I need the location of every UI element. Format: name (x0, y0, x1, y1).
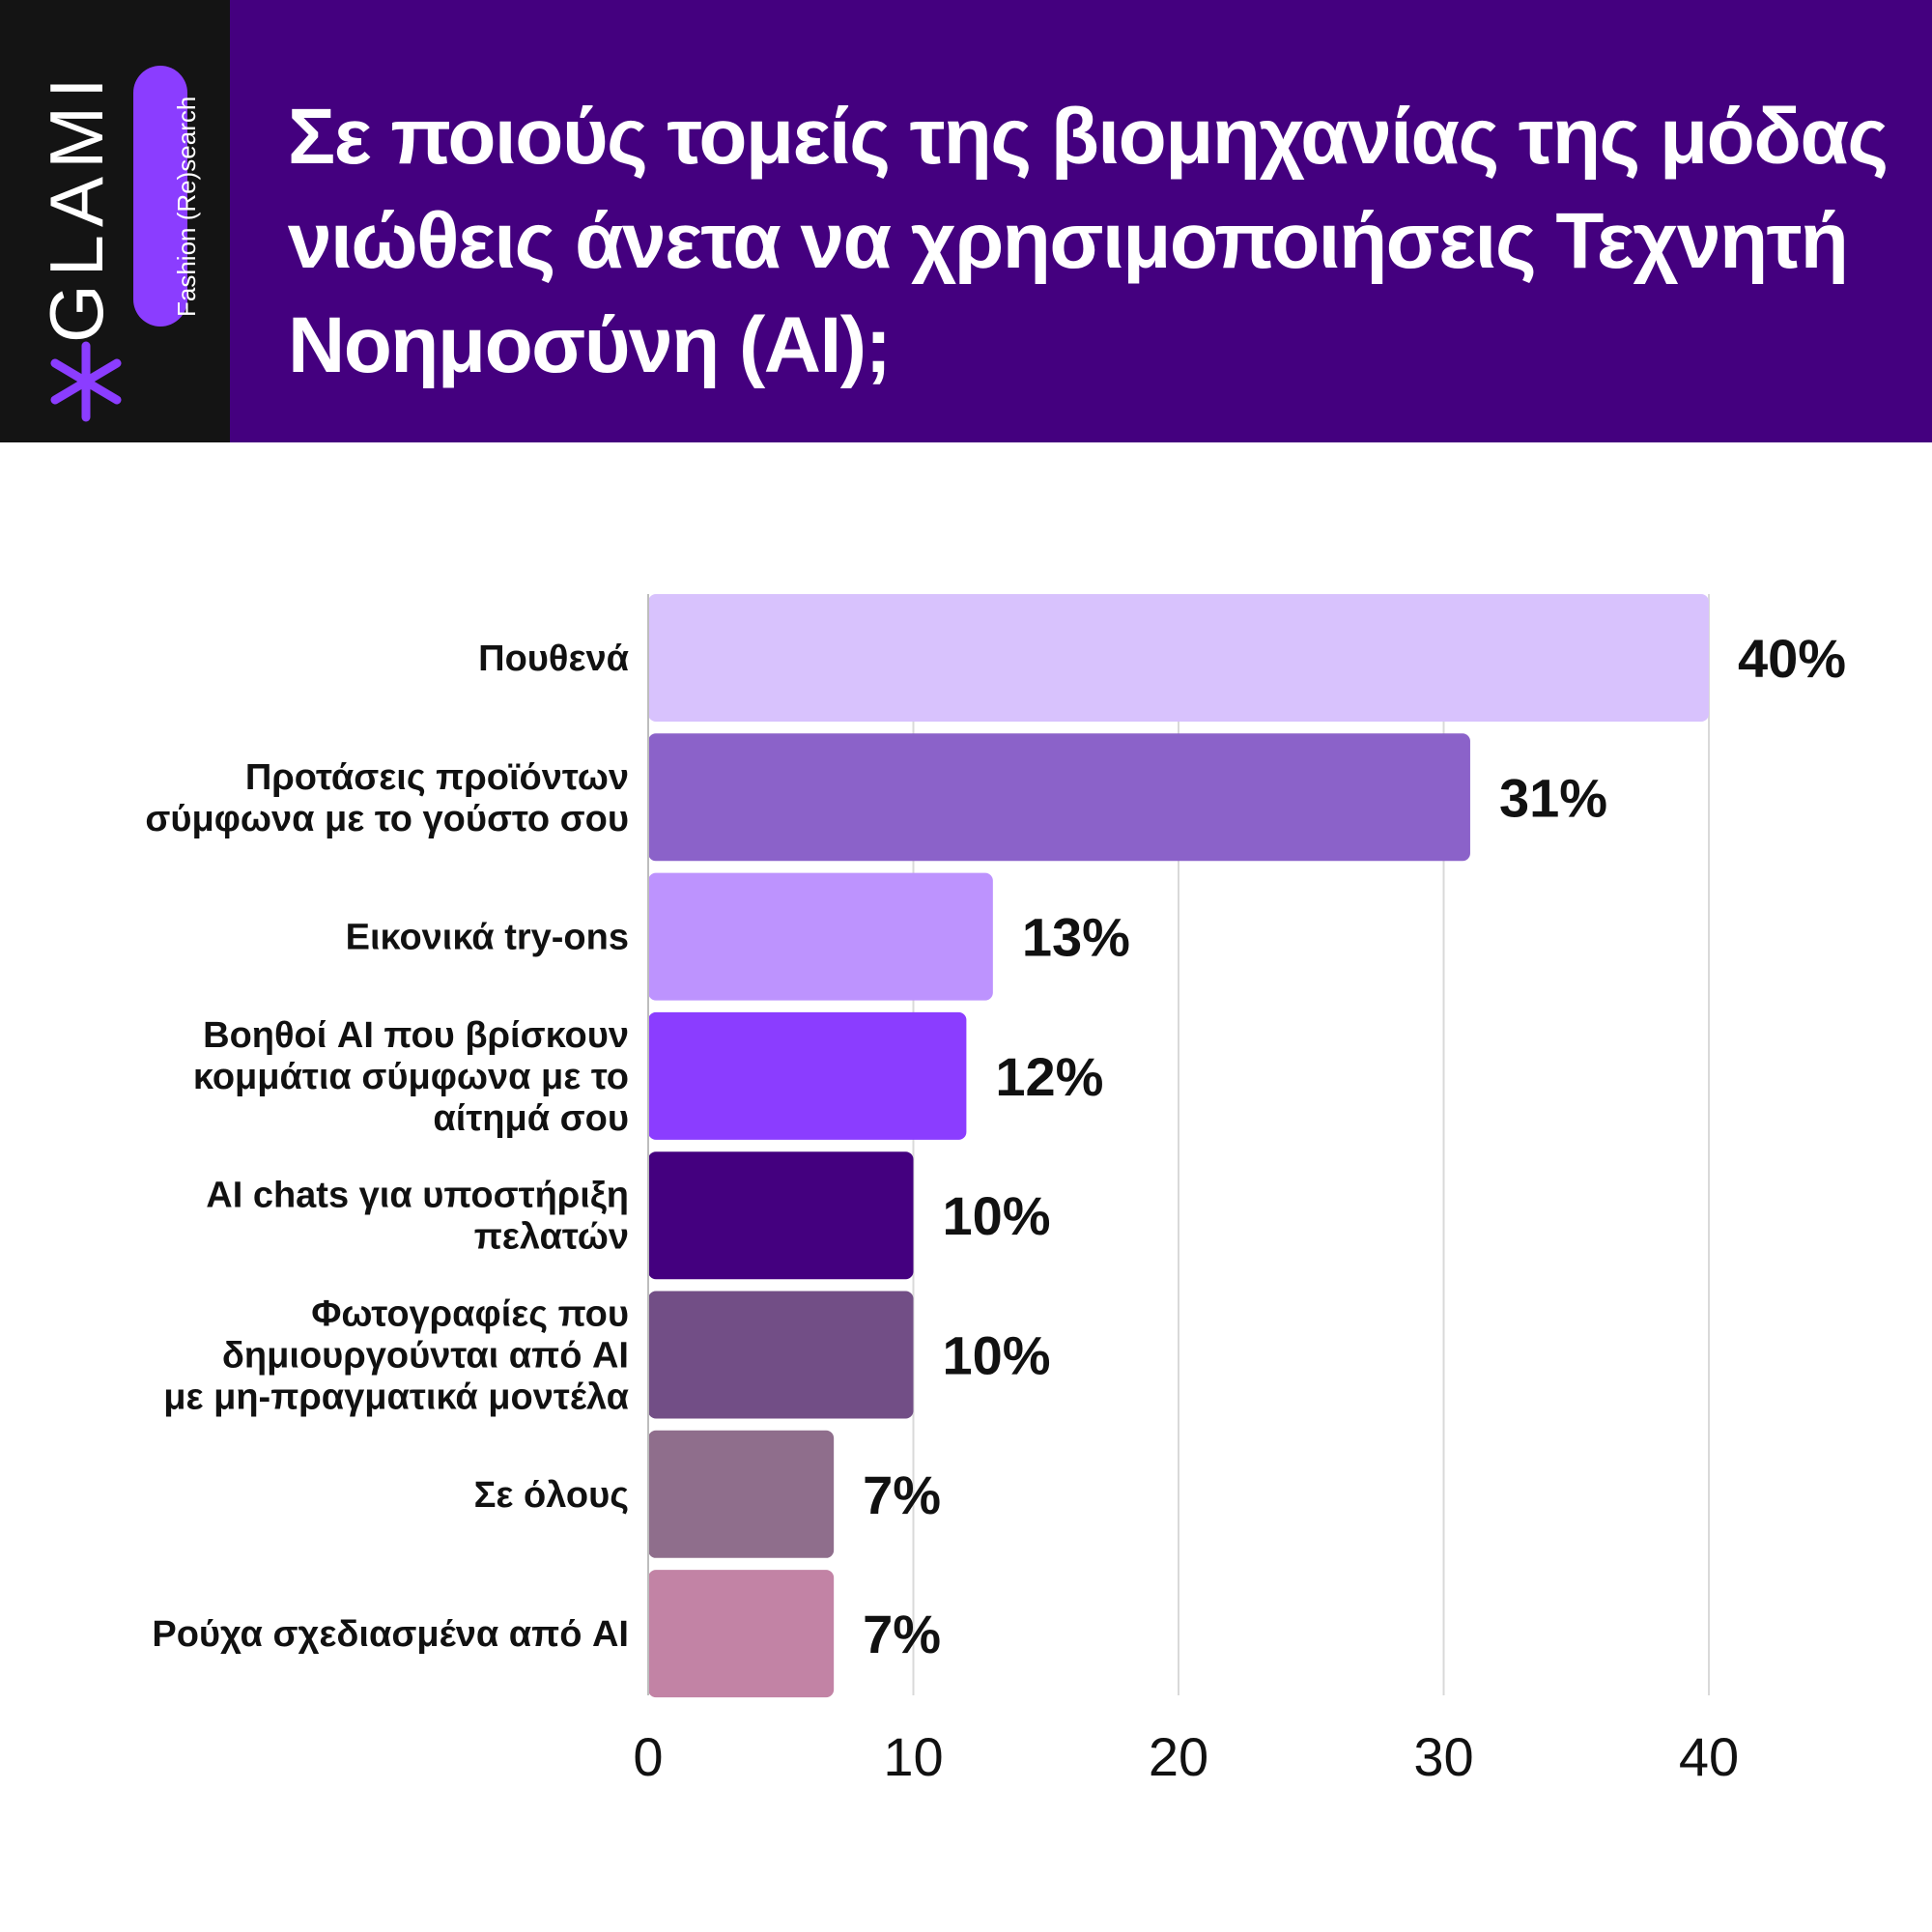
category-label: AI chats για υποστήριξη πελατών (206, 1176, 629, 1258)
category-label-line: πελατών (474, 1217, 629, 1258)
value-label: 12% (995, 1046, 1103, 1107)
value-label: 10% (943, 1185, 1051, 1246)
value-label: 10% (943, 1325, 1051, 1386)
value-label: 13% (1022, 907, 1130, 968)
category-label-line: Ρούχα σχεδιασμένα από AI (152, 1614, 629, 1655)
category-label-line: Βοηθοί AI που βρίσκουν (203, 1015, 629, 1056)
category-label: Πουθενά (478, 639, 629, 679)
x-tick-label: 0 (633, 1726, 663, 1787)
header-banner (0, 0, 1932, 442)
category-label-line: Φωτογραφίες που (311, 1294, 629, 1335)
x-tick-label: 10 (883, 1726, 943, 1787)
category-label-line: αίτημά σου (433, 1098, 629, 1139)
category-label: Προτάσεις προϊόντων σύμφωνα με το γούστο … (145, 757, 629, 839)
category-label: Ρούχα σχεδιασμένα από AI (152, 1614, 629, 1655)
value-label: 7% (863, 1604, 941, 1664)
bar (648, 1430, 835, 1558)
category-label-line: Εικονικά try-ons (346, 918, 629, 958)
value-label: 40% (1738, 628, 1846, 689)
x-tick-label: 30 (1413, 1726, 1473, 1787)
brand-tagline-pill (133, 66, 187, 327)
category-label-line: Πουθενά (478, 639, 629, 679)
value-label: 7% (863, 1464, 941, 1525)
category-label: Σε όλους (474, 1475, 629, 1516)
category-label-line: AI chats για υποστήριξη (206, 1176, 629, 1216)
bar (648, 733, 1470, 862)
page-title: Σε ποιούς τομείς της βιομηχανίας της μόδ… (288, 93, 1889, 389)
bar (648, 594, 1709, 722)
category-label-line: με μη-πραγματικά μοντέλα (163, 1378, 629, 1418)
bar (648, 1151, 914, 1280)
category-label-line: κομμάτια σύμφωνα με το (193, 1057, 629, 1097)
category-label: Εικονικά try-ons (346, 918, 629, 958)
x-tick-label: 20 (1149, 1726, 1208, 1787)
bar (648, 1291, 914, 1419)
category-label-line: Προτάσεις προϊόντων (245, 757, 629, 798)
category-label: Βοηθοί AI που βρίσκουν κομμάτια σύμφωνα μ… (193, 1015, 629, 1139)
category-label-line: Σε όλους (474, 1475, 629, 1516)
brand-strip: GLAMI Fashion (Re)search (0, 0, 230, 442)
asterisk-icon (50, 341, 122, 422)
category-label-line: σύμφωνα με το γούστο σου (145, 799, 629, 839)
bar (648, 872, 993, 1001)
category-label: Φωτογραφίες που δημιουργούνται από AI με μ… (163, 1294, 629, 1418)
bar (648, 1570, 835, 1698)
category-label-line: δημιουργούνται από AI (222, 1336, 629, 1377)
x-tick-label: 40 (1679, 1726, 1739, 1787)
value-label: 31% (1499, 767, 1607, 828)
bar (648, 1011, 967, 1140)
